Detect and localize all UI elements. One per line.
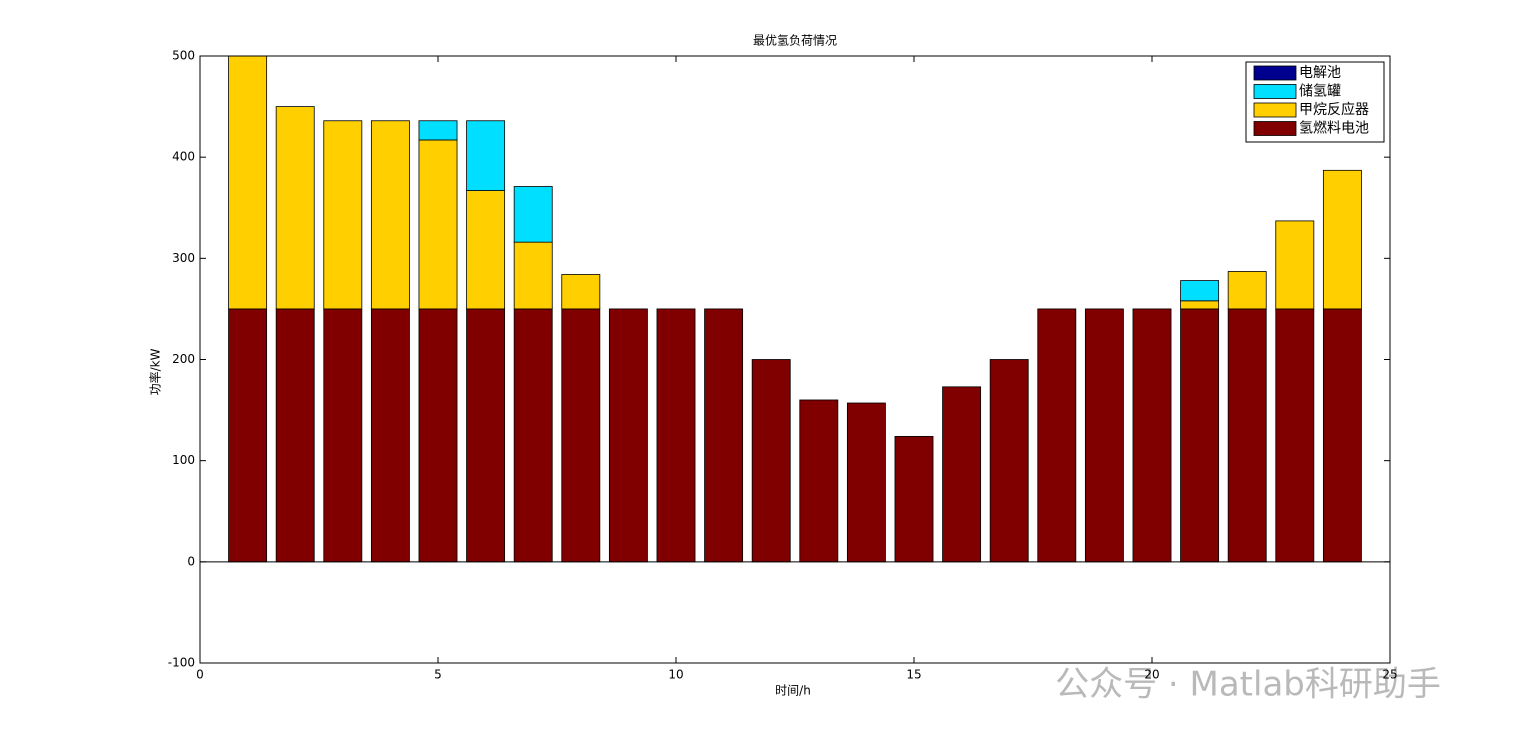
bar-segment xyxy=(513,186,553,243)
bar-segment xyxy=(656,308,696,563)
bar-segment xyxy=(323,120,363,310)
legend-swatch xyxy=(1253,102,1297,118)
legend-label: 甲烷反应器 xyxy=(1299,101,1369,118)
bar-segment xyxy=(942,386,982,563)
bar-segment xyxy=(561,308,601,563)
bar-segment xyxy=(1227,271,1267,310)
bar-segment xyxy=(228,308,268,563)
legend-swatch xyxy=(1253,84,1297,99)
bar-segment xyxy=(1180,300,1220,310)
bar-segment xyxy=(1275,220,1315,310)
bar-segment xyxy=(466,190,506,310)
legend-label: 氢燃料电池 xyxy=(1299,120,1369,137)
bar-segment xyxy=(1037,308,1077,563)
bar-segment xyxy=(418,308,458,563)
bar-segment xyxy=(1275,308,1315,563)
bar-segment xyxy=(1322,169,1362,310)
bar-segment xyxy=(846,402,886,563)
y-tick-label: 300 xyxy=(172,251,195,265)
bar-segment xyxy=(418,120,458,141)
bar-segment xyxy=(894,435,934,563)
x-tick-label: 10 xyxy=(668,668,683,682)
x-tick-label: 20 xyxy=(1144,668,1159,682)
bar-segment xyxy=(370,120,410,310)
y-axis-label: 功率/kW xyxy=(148,348,163,395)
y-tick-label: 0 xyxy=(187,554,195,568)
y-tick-label: -100 xyxy=(168,656,195,670)
y-tick-label: 200 xyxy=(172,352,195,366)
bar-segment xyxy=(751,359,791,563)
x-tick-label: 0 xyxy=(196,668,204,682)
bar-segment xyxy=(1227,308,1267,563)
legend-label: 储氢罐 xyxy=(1299,84,1341,100)
bar-segment xyxy=(608,308,648,563)
legend-swatch xyxy=(1253,65,1297,81)
x-tick-label: 5 xyxy=(434,668,442,682)
bar-segment xyxy=(466,120,506,191)
bar-segment xyxy=(704,308,744,563)
bar-segment xyxy=(418,139,458,310)
bar-segment xyxy=(370,308,410,563)
bar-segment xyxy=(1132,308,1172,563)
y-tick-label: 500 xyxy=(172,49,195,63)
bar-segment xyxy=(989,359,1029,563)
bar-segment xyxy=(561,274,601,310)
chart-title: 最优氢负荷情况 xyxy=(753,33,837,48)
legend-swatch xyxy=(1253,121,1297,136)
bar-segment xyxy=(1180,280,1220,302)
x-tick-label: 15 xyxy=(906,668,921,682)
bar-segment xyxy=(275,106,315,310)
bar-segment xyxy=(513,241,553,310)
x-axis-label: 时间/h xyxy=(775,684,811,698)
bar-segment xyxy=(275,308,315,563)
bar-segment xyxy=(1322,308,1362,563)
legend-label: 电解池 xyxy=(1299,65,1341,81)
bar-segment xyxy=(466,308,506,563)
bar-segment xyxy=(323,308,363,563)
x-tick-label: 25 xyxy=(1382,668,1397,682)
y-tick-label: 400 xyxy=(172,150,195,164)
bar-segment xyxy=(799,399,839,563)
bar-segment xyxy=(1180,308,1220,563)
bar-segment xyxy=(1084,308,1124,563)
bar-segment xyxy=(228,55,268,310)
y-tick-label: 100 xyxy=(172,453,195,467)
watermark: 公众号 · Matlab科研助手 xyxy=(1055,665,1441,705)
bar-segment xyxy=(513,308,553,563)
